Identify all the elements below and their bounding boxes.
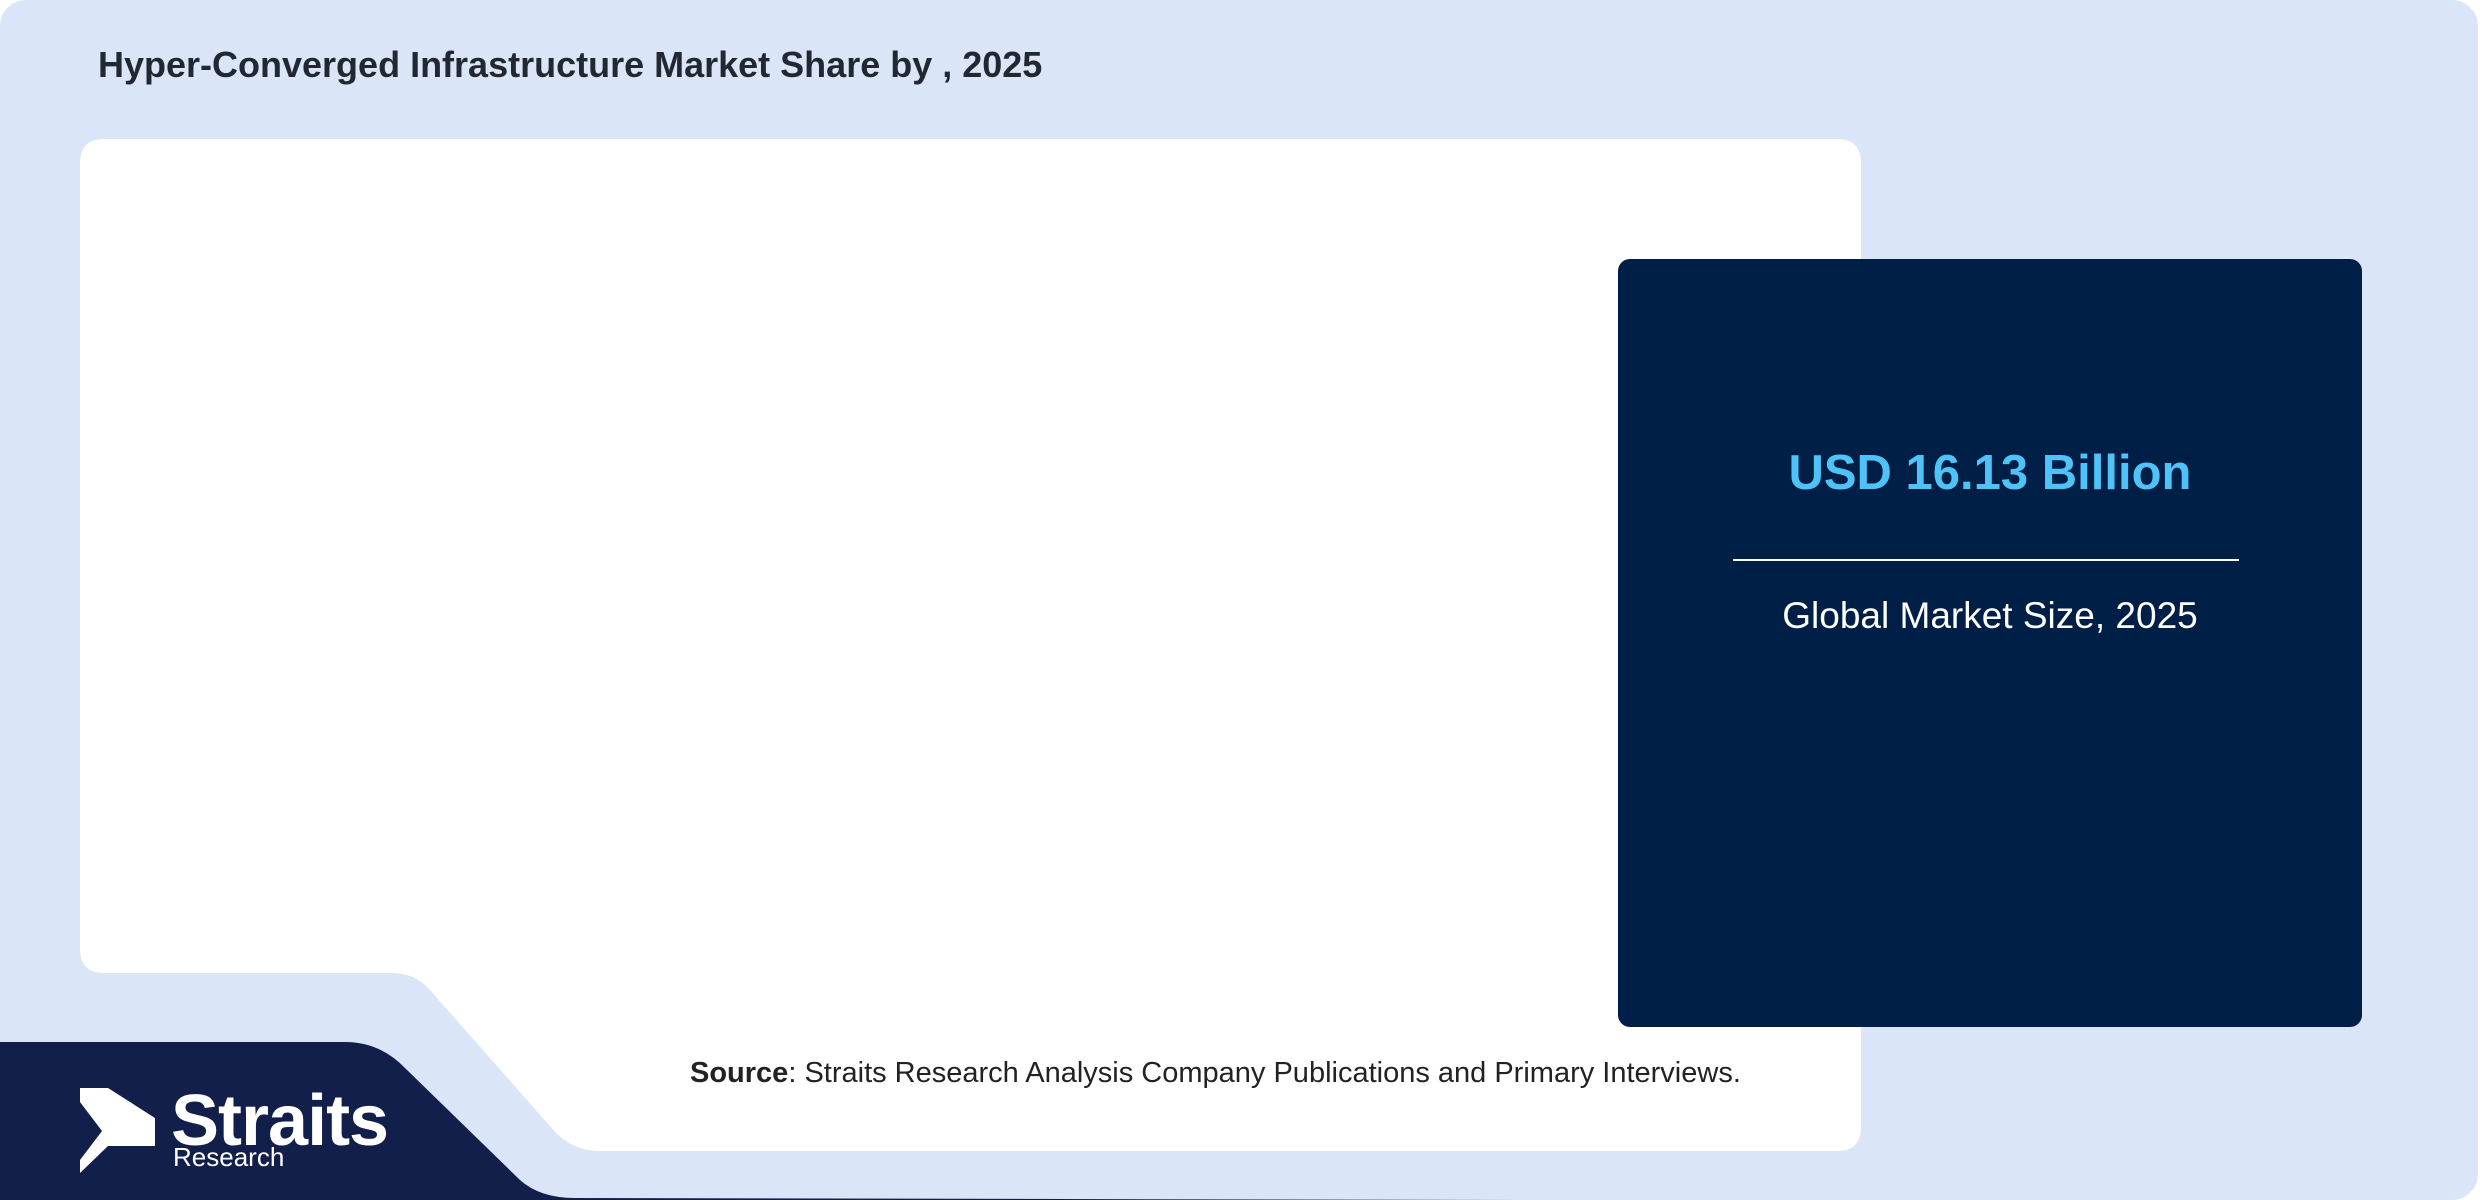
logo-mark [80, 1088, 155, 1173]
content-panel [80, 139, 1861, 1151]
source-text: : Straits Research Analysis Company Publ… [788, 1057, 1741, 1089]
source-note: Source: Straits Research Analysis Compan… [690, 1057, 1741, 1090]
divider [1733, 559, 2239, 561]
title: Hyper-Converged Infrastructure Market Sh… [98, 44, 1043, 85]
logo-subname: Research [173, 1142, 285, 1172]
footer-band [0, 1042, 1523, 1200]
market-card: USD 16.13 Billion Global Market Size, 20… [1618, 259, 2362, 1027]
logo-name: Straits [171, 1081, 389, 1161]
source-label: Source [690, 1057, 789, 1089]
market-caption: Global Market Size, 2025 [1782, 595, 2198, 636]
market-value: USD 16.13 Billion [1788, 446, 2192, 500]
